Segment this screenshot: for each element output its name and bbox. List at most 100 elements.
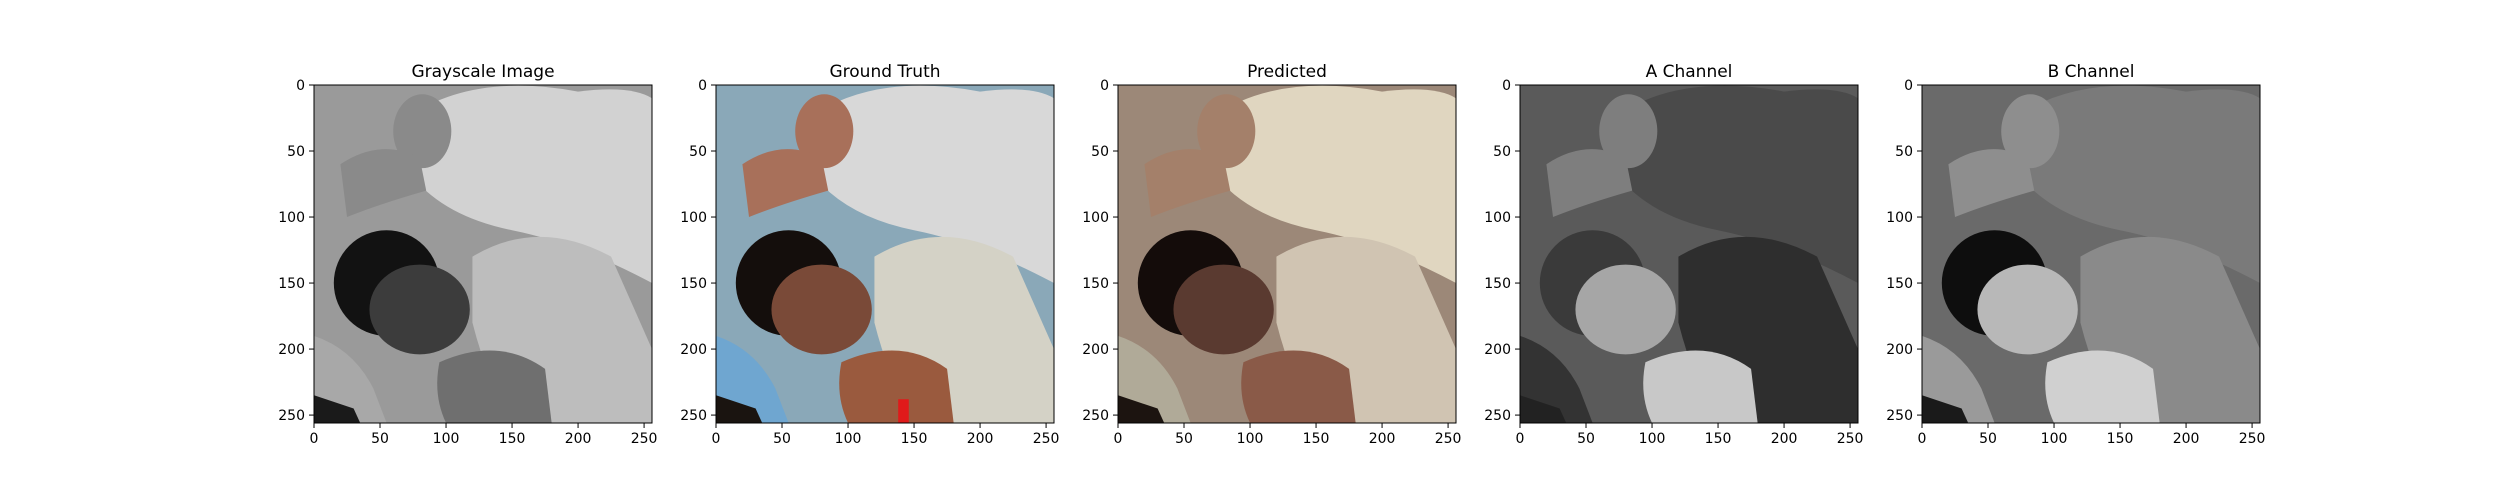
y-tick-label: 150 (1484, 276, 1511, 292)
x-tick-label: 50 (371, 431, 389, 447)
x-tick-label: 0 (1114, 431, 1123, 447)
x-tick-label: 0 (1918, 431, 1927, 447)
image-shadow (716, 395, 763, 423)
y-tick-label: 250 (1082, 408, 1109, 424)
image-arm (2045, 350, 2160, 423)
image-hand (2001, 94, 2060, 169)
panel-image (716, 85, 1054, 423)
image-face (771, 264, 872, 355)
y-tick-label: 50 (689, 144, 707, 160)
y-tick-label: 50 (1895, 144, 1913, 160)
panel-2: Ground Truth 0 50 100 150 200 250 0 50 100 150 200 2… (680, 62, 1059, 447)
y-tick-label: 150 (680, 276, 707, 292)
panel-image (314, 85, 652, 423)
x-tick-label: 250 (1033, 431, 1060, 447)
x-tick-label: 200 (1369, 431, 1396, 447)
x-tick-label: 250 (1837, 431, 1864, 447)
x-tick-label: 200 (2173, 431, 2200, 447)
y-tick-label: 100 (1082, 210, 1109, 226)
image-blanket (1118, 335, 1191, 423)
x-tick-label: 150 (901, 431, 928, 447)
image-shoulder (578, 89, 652, 270)
x-tick-label: 0 (712, 431, 721, 447)
panel-image (1118, 85, 1456, 423)
x-tick-label: 0 (1516, 431, 1525, 447)
y-tick-label: 250 (1484, 408, 1511, 424)
y-tick-label: 200 (680, 342, 707, 358)
x-tick-label: 150 (499, 431, 526, 447)
panel-title: Grayscale Image (411, 62, 554, 82)
y-tick-label: 50 (1493, 144, 1511, 160)
image-shoulder (1784, 89, 1858, 270)
image-shadow (1118, 395, 1165, 423)
image-hand (795, 94, 854, 169)
image-shoulder (1382, 89, 1456, 270)
image-arm (1643, 350, 1758, 423)
image-blanket (716, 335, 789, 423)
y-tick-label: 200 (278, 342, 305, 358)
y-tick-label: 150 (1082, 276, 1109, 292)
image-band (898, 399, 909, 423)
image-hand (1197, 94, 1256, 169)
image-face (1977, 264, 2078, 355)
panel-title: B Channel (2048, 62, 2135, 82)
y-tick-label: 0 (1502, 78, 1511, 94)
y-tick-label: 250 (1886, 408, 1913, 424)
y-tick-label: 200 (1082, 342, 1109, 358)
x-tick-label: 50 (773, 431, 791, 447)
y-tick-label: 200 (1886, 342, 1913, 358)
axes-frame (1117, 84, 1457, 424)
y-tick-label: 200 (1484, 342, 1511, 358)
image-shoulder (2186, 89, 2260, 270)
x-tick-label: 250 (2239, 431, 2266, 447)
x-tick-label: 100 (433, 431, 460, 447)
image-blanket (1922, 335, 1995, 423)
image-arm (839, 350, 954, 423)
image-shadow (1520, 395, 1567, 423)
panel-image (1922, 85, 2260, 423)
image-shadow (1922, 395, 1969, 423)
image-arm (1241, 350, 1356, 423)
x-tick-label: 100 (1639, 431, 1666, 447)
y-tick-label: 100 (1886, 210, 1913, 226)
image-arm (437, 350, 552, 423)
panel-1: Grayscale Image 0 50 100 150 200 250 0 50 100 150 2… (278, 62, 657, 447)
image-hand (1599, 94, 1658, 169)
image-shadow (314, 395, 361, 423)
y-tick-label: 250 (278, 408, 305, 424)
x-tick-label: 200 (967, 431, 994, 447)
x-tick-label: 200 (1771, 431, 1798, 447)
y-tick-label: 150 (1886, 276, 1913, 292)
image-forearm (1144, 149, 1231, 218)
x-tick-label: 50 (1175, 431, 1193, 447)
x-tick-label: 150 (1303, 431, 1330, 447)
axes-frame (313, 84, 653, 424)
panel-title: A Channel (1646, 62, 1733, 82)
x-tick-label: 50 (1577, 431, 1595, 447)
image-face (369, 264, 470, 355)
x-tick-label: 100 (1237, 431, 1264, 447)
x-tick-label: 0 (310, 431, 319, 447)
image-shoulder (980, 89, 1054, 270)
x-tick-label: 100 (2041, 431, 2068, 447)
panel-4: A Channel 0 50 100 150 200 250 0 50 100 150 200 250 (1484, 62, 1863, 447)
image-face (1575, 264, 1676, 355)
x-tick-label: 50 (1979, 431, 1997, 447)
image-forearm (1546, 149, 1633, 218)
x-tick-label: 250 (631, 431, 658, 447)
panel-5: B Channel 0 50 100 150 200 250 0 50 100 150 200 250 (1886, 62, 2265, 447)
image-forearm (742, 149, 829, 218)
panel-image (1520, 85, 1858, 423)
axes-frame (715, 84, 1055, 424)
x-tick-label: 150 (1705, 431, 1732, 447)
y-tick-label: 0 (1904, 78, 1913, 94)
image-hand (393, 94, 452, 169)
y-tick-label: 250 (680, 408, 707, 424)
panel-title: Ground Truth (829, 62, 940, 82)
axes-frame (1519, 84, 1859, 424)
y-tick-label: 150 (278, 276, 305, 292)
y-tick-label: 100 (1484, 210, 1511, 226)
y-tick-label: 0 (698, 78, 707, 94)
y-tick-label: 50 (1091, 144, 1109, 160)
